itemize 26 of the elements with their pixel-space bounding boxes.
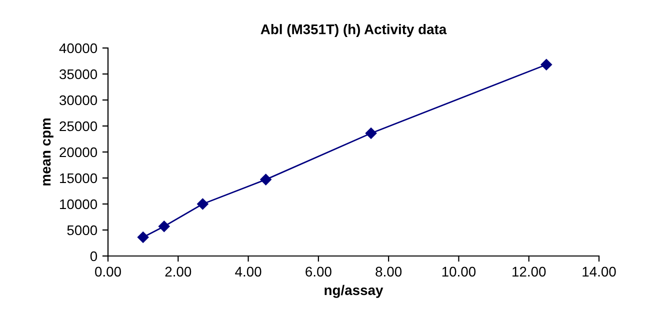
y-tick-label: 20000 <box>60 147 98 158</box>
x-tick-label: 10.00 <box>442 266 476 277</box>
x-tick-label: 0.00 <box>95 266 121 277</box>
x-tick-label: 14.00 <box>582 266 616 277</box>
y-tick-label: 15000 <box>60 173 98 184</box>
x-tick-label: 2.00 <box>165 266 192 277</box>
y-tick-label: 0 <box>90 251 98 262</box>
y-tick-label: 25000 <box>60 121 98 132</box>
y-tick-label: 35000 <box>59 69 98 80</box>
x-tick-label: 8.00 <box>376 266 402 277</box>
x-tick-label: 12.00 <box>512 266 546 277</box>
chart-title: Abl (M351T) (h) Activity data <box>260 24 447 37</box>
point <box>137 232 149 243</box>
point <box>365 128 377 139</box>
x-tick-label: 6.00 <box>306 266 332 277</box>
point <box>260 174 272 186</box>
y-tick-label: 5000 <box>67 225 98 236</box>
y-tick-label: 10000 <box>60 199 98 210</box>
x-axis-title: ng/assay <box>324 284 384 298</box>
x-tick-label: 4.00 <box>235 266 262 277</box>
point <box>540 59 552 70</box>
y-tick-label: 30000 <box>59 95 98 106</box>
point <box>158 220 170 232</box>
y-tick-label: 40000 <box>59 43 98 54</box>
point <box>197 198 208 210</box>
y-axis-title: mean cpm <box>43 118 54 186</box>
